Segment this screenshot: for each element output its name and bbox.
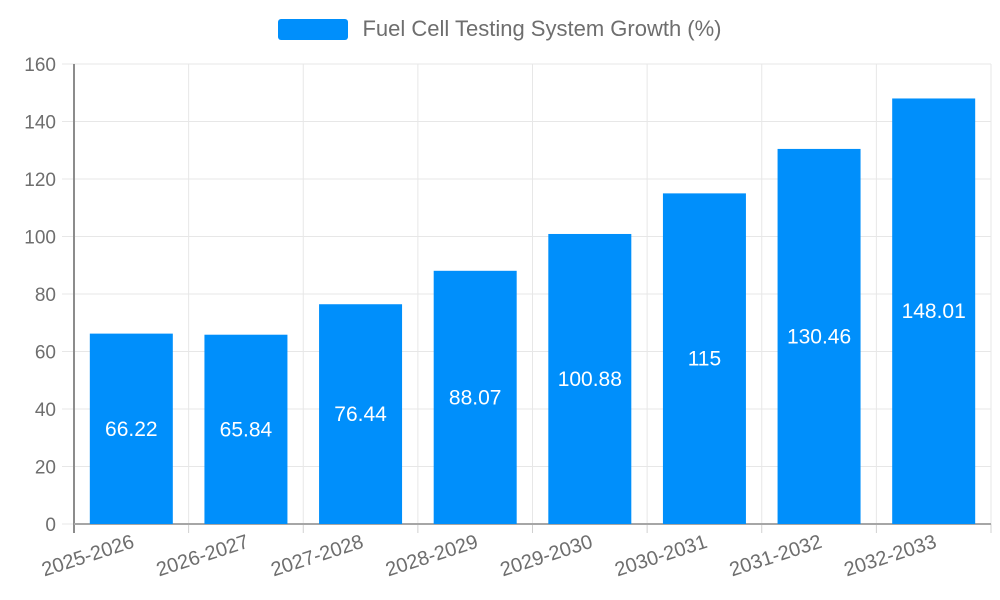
y-axis-label: 100 [24,228,56,249]
x-axis-label: 2028-2029 [383,531,481,581]
bar-2027-2028[interactable] [319,304,403,524]
bar-2030-2031[interactable] [662,193,746,524]
x-axis-label: 2026-2027 [154,531,252,581]
bar-value-label: 148.01 [902,300,966,323]
x-axis-label: 2027-2028 [268,531,366,581]
x-axis-label: 2032-2033 [841,531,939,581]
y-axis-label: 120 [24,170,56,191]
y-axis-label: 60 [35,343,56,364]
y-axis-label: 0 [45,515,56,536]
bar-2031-2032[interactable] [777,148,861,525]
bar-2029-2030[interactable] [548,233,632,524]
y-axis-label: 20 [35,458,56,479]
legend-marker[interactable] [278,18,349,40]
bar-2032-2033[interactable] [892,98,976,524]
bar-value-label: 130.46 [787,325,851,348]
bar-2026-2027[interactable] [204,334,288,524]
bar-value-label: 76.44 [334,403,387,426]
x-axis-label: 2029-2030 [498,531,596,581]
bar-2028-2029[interactable] [433,270,517,524]
bar-value-label: 100.88 [558,368,622,391]
y-axis-label: 80 [35,285,56,306]
bar-2025-2026[interactable] [89,333,173,524]
y-axis-label: 40 [35,400,56,421]
legend-label: Fuel Cell Testing System Growth (%) [362,16,722,41]
x-axis-label: 2031-2032 [727,531,825,581]
bar-value-label: 66.22 [105,418,158,441]
y-axis-label: 160 [24,55,56,76]
bar-value-label: 88.07 [449,386,502,409]
bar-value-label: 115 [688,348,721,371]
bar-value-label: 65.84 [220,418,273,441]
x-axis-label: 2030-2031 [612,531,710,581]
legend-item[interactable]: Fuel Cell Testing System Growth (%) [0,18,1000,40]
x-axis-label: 2025-2026 [39,531,137,581]
y-axis-label: 140 [24,113,56,134]
